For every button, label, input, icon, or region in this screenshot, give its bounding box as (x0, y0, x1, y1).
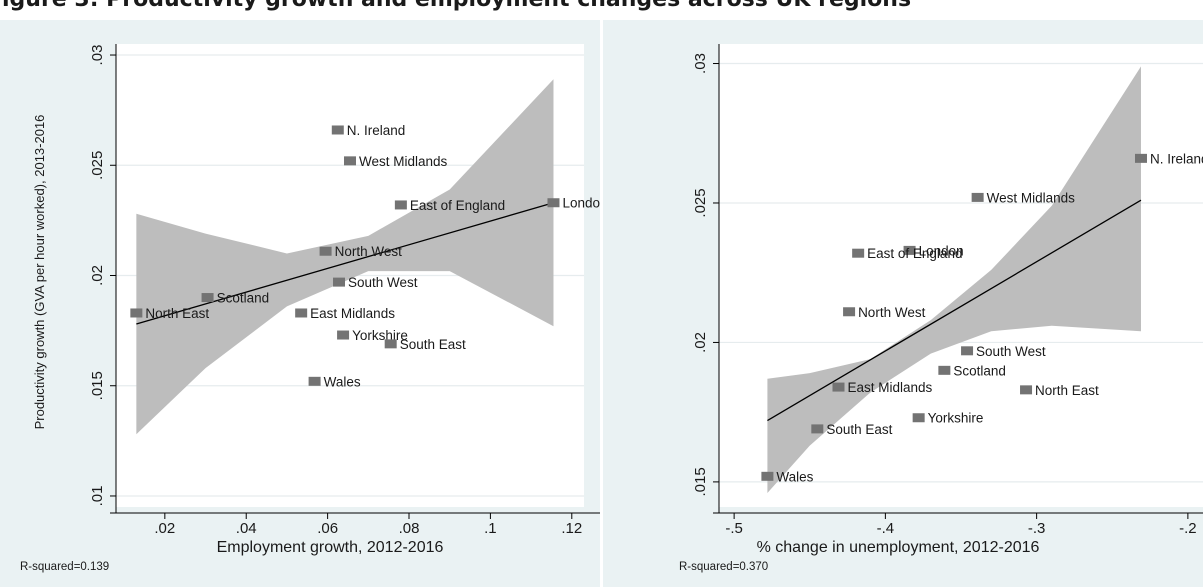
right-x-axis-title: % change in unemployment, 2012-2016 (757, 539, 1040, 556)
right-point-label: Scotland (953, 363, 1006, 378)
figure-title: igure 3: Productivity growth and employm… (2, 0, 911, 12)
scatter-chart-employment-growth: N. Ireland West Midlands East of England Lo… (20, 44, 600, 573)
right-point-label: Wales (776, 469, 813, 484)
left-point-label: Wales (324, 374, 361, 389)
left-point-label: Londo (562, 196, 600, 211)
right-fit-line (767, 199, 1142, 422)
right-marker-east-of-england (852, 248, 865, 258)
left-marker-north-west (319, 246, 332, 256)
left-marker-yorkshire (337, 330, 350, 340)
left-confidence-band (136, 79, 554, 435)
left-marker-londo (547, 198, 560, 208)
right-marker-south-west (961, 346, 974, 356)
left-point-label: East Midlands (310, 306, 395, 321)
right-marker-london (903, 245, 916, 255)
right-y-tick-label: .03 (692, 53, 709, 74)
left-point-label: South West (348, 275, 418, 290)
left-x-tick-label: .12 (561, 520, 582, 537)
right-marker-north-west (843, 307, 856, 317)
left-point-label: West Midlands (359, 154, 448, 169)
left-point-label: North East (145, 306, 209, 321)
left-y-tick-label: .02 (89, 265, 106, 286)
left-y-tick-label: .01 (89, 486, 106, 507)
left-marker-east-midlands (295, 308, 308, 318)
left-x-tick-label: .04 (236, 520, 257, 537)
right-x-tick-label: -.3 (1028, 520, 1046, 537)
left-x-tick-label: .06 (317, 520, 338, 537)
right-point-label: South West (976, 344, 1046, 359)
right-x-tick-label: -.2 (1179, 520, 1197, 537)
right-point-label: East Midlands (847, 380, 932, 395)
chart-panel-employment-growth: N. Ireland West Midlands East of England Lo… (0, 20, 600, 587)
left-y-axis-title: Productivity growth (GVA per hour worked… (32, 115, 47, 430)
right-point-label: North West (858, 305, 926, 320)
left-point-label: Yorkshire (352, 328, 408, 343)
figure-title-bar: igure 3: Productivity growth and employm… (0, 0, 1203, 20)
right-marker-scotland (938, 365, 951, 375)
left-point-label: N. Ireland (347, 123, 406, 138)
left-x-tick-label: .02 (154, 520, 175, 537)
left-y-tick-label: .015 (89, 371, 106, 400)
right-point-label: East of England (867, 246, 962, 261)
right-x-tick-label: -.5 (725, 520, 743, 537)
left-r-squared-note: R-squared=0.139 (20, 561, 109, 573)
left-marker-west-midlands (344, 156, 356, 166)
right-marker-n-ireland (1134, 153, 1147, 163)
right-r-squared-note: R-squared=0.370 (679, 561, 768, 573)
right-y-tick-label: .02 (692, 332, 709, 353)
left-y-tick-label: .03 (89, 45, 106, 66)
right-point-label: London (919, 243, 964, 258)
right-marker-south-east (811, 424, 824, 434)
left-x-tick-label: .08 (399, 520, 420, 537)
right-y-tick-label: .025 (692, 188, 709, 217)
left-x-tick-label: .1 (484, 520, 497, 537)
left-point-label: South East (400, 337, 466, 352)
right-x-tick-label: -.4 (877, 520, 895, 537)
left-fit-line (136, 202, 554, 325)
left-point-label: North West (335, 244, 403, 259)
left-point-label: Scotland (217, 291, 270, 306)
chart-panel-unemployment-change: N. Ireland West Midlands London East of Eng… (603, 20, 1203, 587)
left-marker-scotland (201, 293, 214, 303)
right-marker-east-midlands (832, 382, 845, 392)
left-y-tick-label: .025 (89, 151, 106, 180)
right-marker-west-midlands (971, 192, 984, 202)
right-point-label: N. Ireland (1150, 151, 1203, 166)
left-marker-north-east (130, 308, 143, 318)
left-x-axis-title: Employment growth, 2012-2016 (217, 539, 444, 556)
right-point-label: West Midlands (987, 190, 1076, 205)
right-point-label: Yorkshire (928, 411, 984, 426)
left-marker-wales (308, 376, 321, 386)
right-y-tick-label: .015 (692, 467, 709, 496)
right-marker-yorkshire (912, 413, 925, 423)
right-confidence-band (767, 66, 1141, 494)
right-marker-north-east (1020, 385, 1033, 395)
left-marker-south-east (384, 339, 397, 349)
right-marker-wales (761, 471, 774, 481)
left-marker-n-ireland (331, 125, 344, 135)
right-point-label: South East (826, 422, 892, 437)
right-point-label: North East (1035, 383, 1099, 398)
left-marker-east-of-england (394, 200, 407, 210)
left-point-label: East of England (410, 198, 505, 213)
left-marker-south-west (333, 277, 346, 287)
